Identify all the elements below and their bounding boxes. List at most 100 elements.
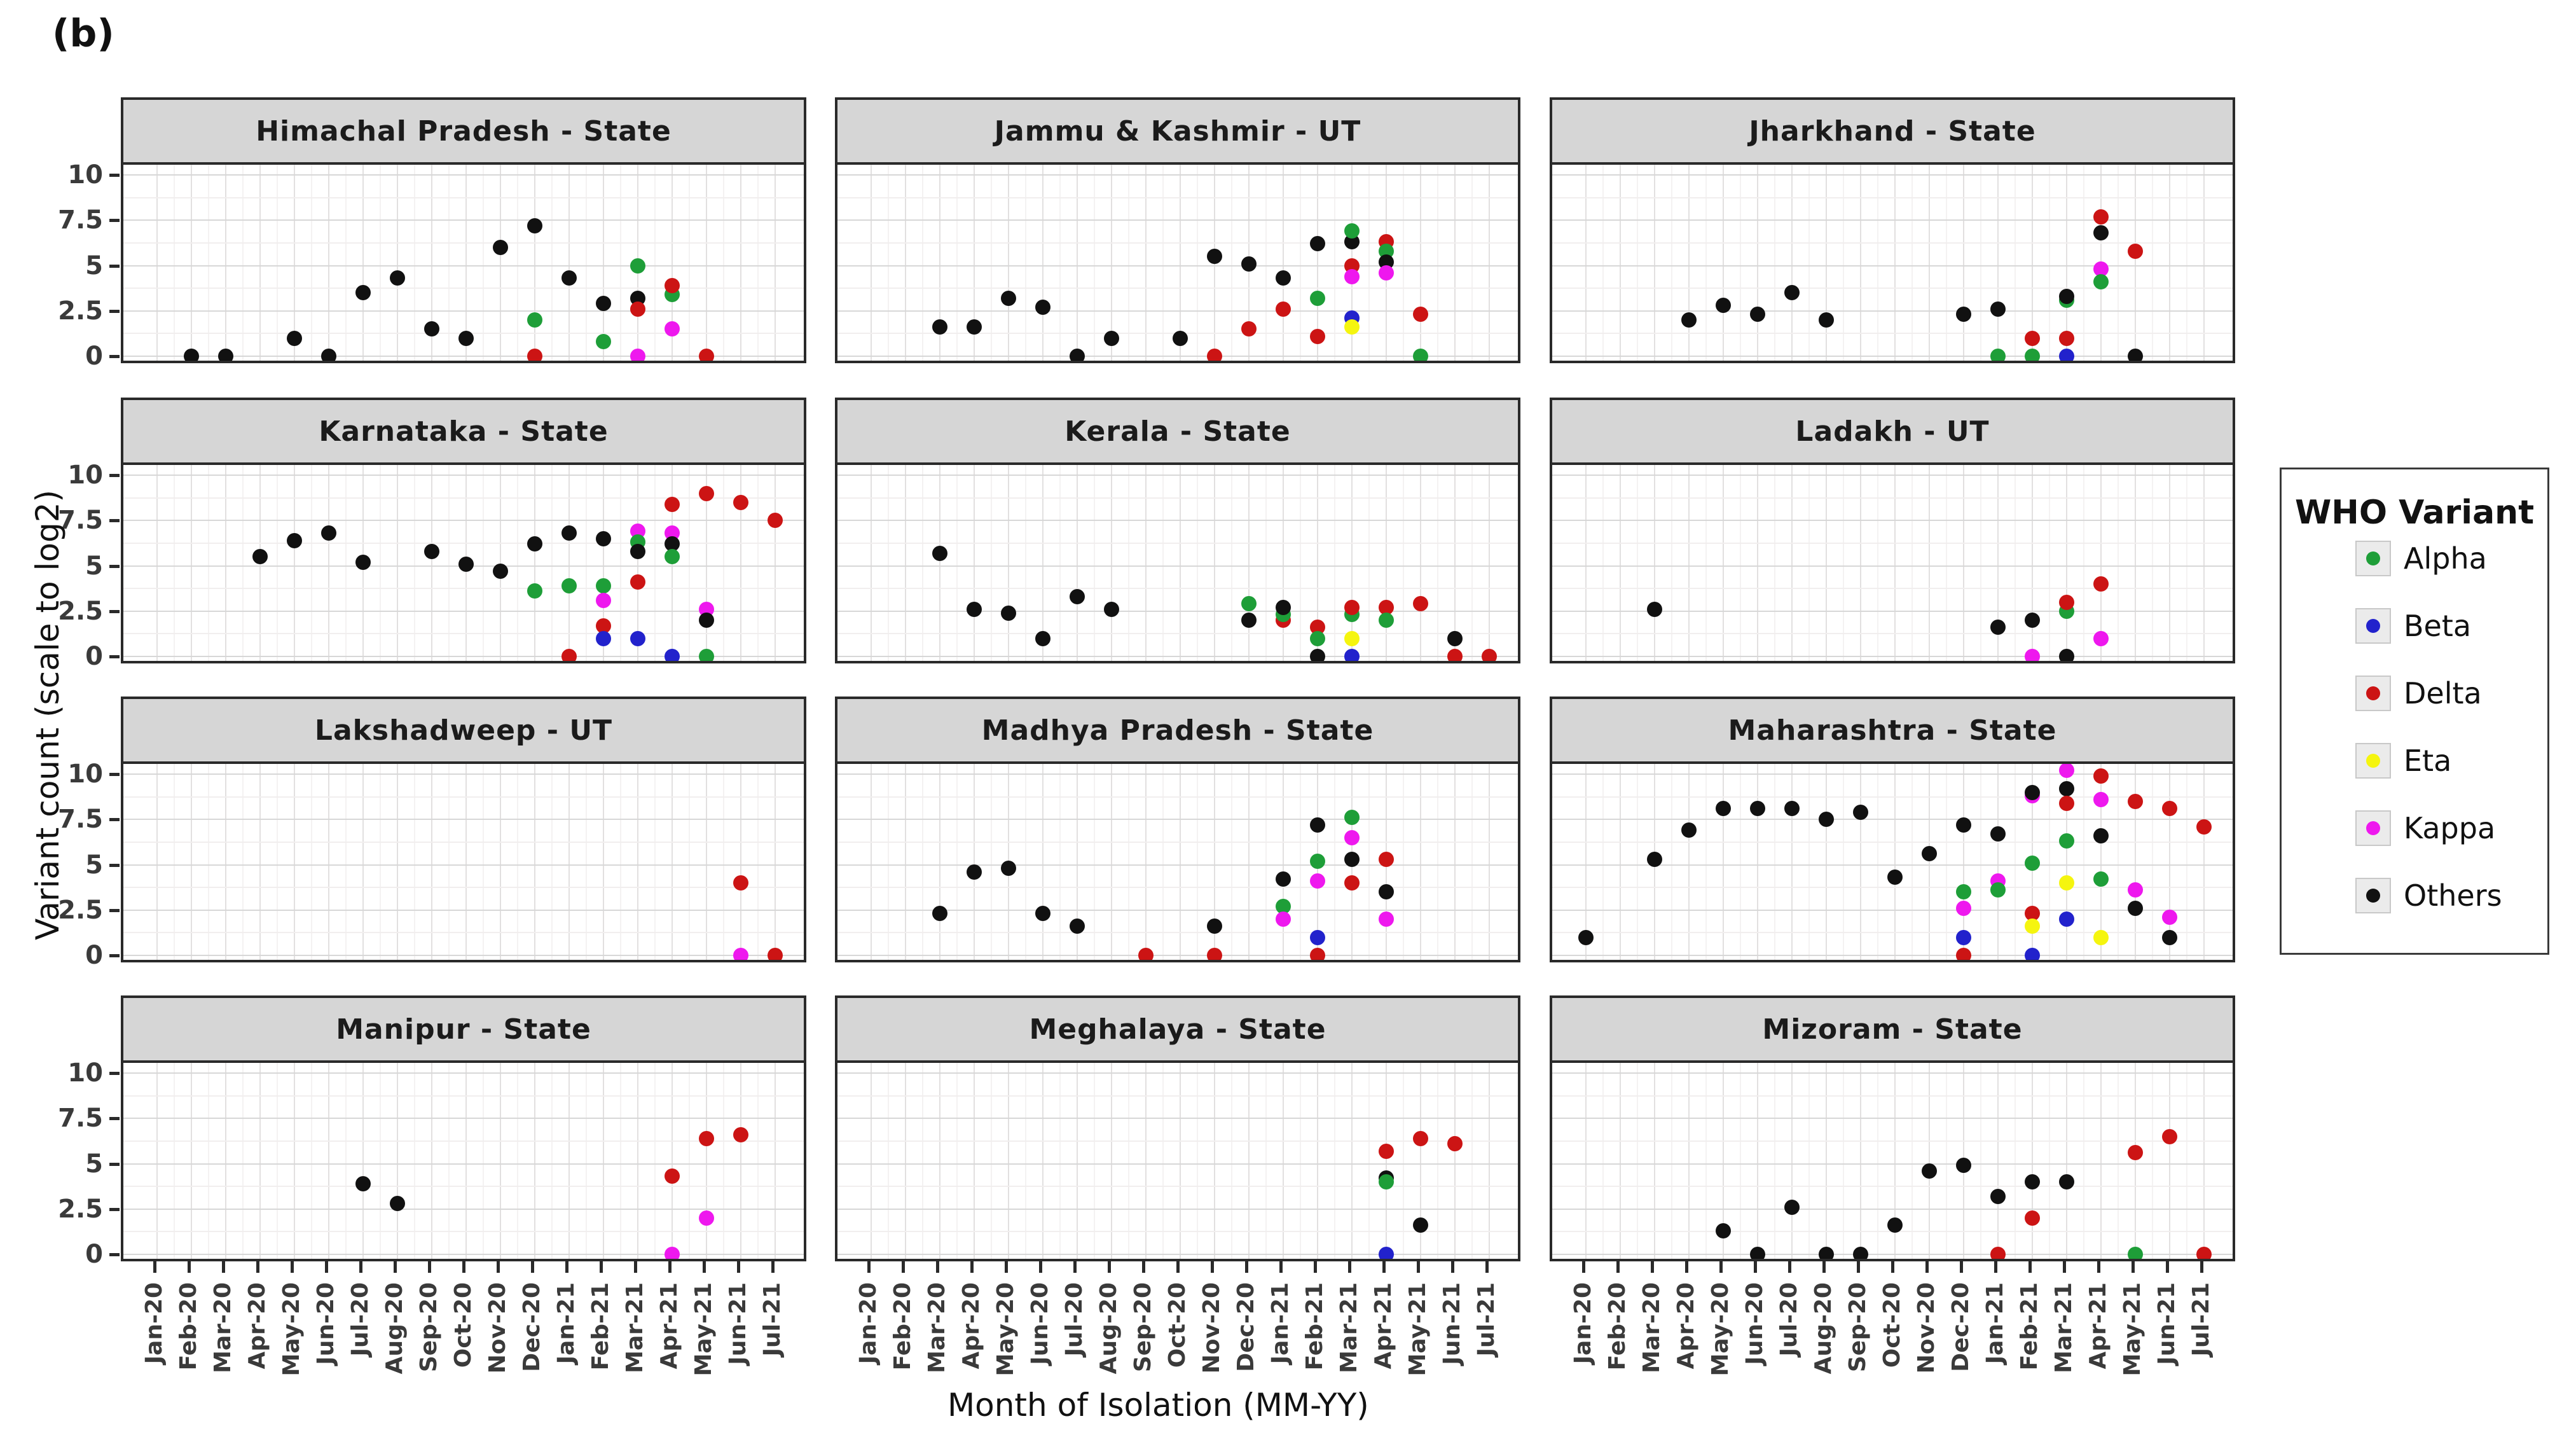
plot-area xyxy=(835,764,1520,962)
x-tick-mark xyxy=(188,1261,191,1273)
data-point xyxy=(1344,649,1360,661)
data-point xyxy=(1310,649,1325,661)
gridline xyxy=(345,165,347,361)
y-tick-label: 2.5 xyxy=(58,296,103,326)
data-point xyxy=(2162,910,2177,926)
gridline xyxy=(1552,197,2233,198)
gridline xyxy=(1351,465,1353,661)
gridline xyxy=(757,764,759,960)
gridline xyxy=(1145,465,1147,661)
gridline xyxy=(1791,764,1793,960)
data-point xyxy=(1035,300,1050,315)
data-point xyxy=(2128,1145,2143,1161)
facet-strip: Himachal Pradesh - State xyxy=(121,97,806,165)
plot-area xyxy=(835,1063,1520,1261)
data-point xyxy=(1104,330,1119,346)
gridline xyxy=(1162,1063,1164,1259)
x-tick-mark xyxy=(1108,1261,1111,1273)
data-point xyxy=(2059,330,2074,346)
x-tick-mark xyxy=(1891,1261,1894,1273)
x-tick-label: Jun-21 xyxy=(725,1282,751,1365)
x-tick-label: May-21 xyxy=(691,1282,717,1376)
data-point xyxy=(1138,948,1154,960)
gridline xyxy=(1774,465,1775,661)
gridline xyxy=(1740,465,1741,661)
gridline xyxy=(1860,1063,1861,1259)
gridline xyxy=(1197,1063,1198,1259)
gridline xyxy=(2015,764,2016,960)
gridline xyxy=(2066,1063,2067,1259)
gridline xyxy=(123,219,804,221)
gridline xyxy=(1894,1063,1896,1259)
gridline xyxy=(837,219,1518,221)
x-tick-mark xyxy=(1005,1261,1008,1273)
data-point xyxy=(1310,817,1325,833)
gridline xyxy=(1929,1063,1930,1259)
y-tick-label: 10 xyxy=(67,759,103,789)
data-point xyxy=(1344,319,1360,335)
gridline xyxy=(465,1063,467,1259)
gridline xyxy=(568,764,570,960)
x-tick-mark xyxy=(600,1261,603,1273)
gridline xyxy=(1042,465,1043,661)
data-point xyxy=(665,321,680,337)
facet-strip: Ladakh - UT xyxy=(1550,398,2235,465)
data-point xyxy=(1482,649,1497,661)
plot-area xyxy=(121,764,806,962)
gridline xyxy=(1860,764,1861,960)
legend-key-box xyxy=(2355,608,2391,644)
gridline xyxy=(1025,1063,1026,1259)
gridline xyxy=(123,633,804,635)
y-tick-label: 0 xyxy=(85,642,103,671)
gridline xyxy=(603,764,604,960)
facet-title: Himachal Pradesh - State xyxy=(256,114,672,148)
gridline xyxy=(1723,764,1724,960)
gridline xyxy=(637,764,638,960)
gridline xyxy=(1894,764,1896,960)
gridline xyxy=(2135,465,2136,661)
gridline xyxy=(2066,764,2067,960)
facet-strip: Mizoram - State xyxy=(1550,995,2235,1063)
data-point xyxy=(630,543,645,559)
gridline xyxy=(156,465,158,661)
gridline xyxy=(956,764,958,960)
data-point xyxy=(287,532,302,548)
y-tick-label: 2.5 xyxy=(58,1194,103,1224)
data-point xyxy=(1001,861,1016,877)
gridline xyxy=(1231,165,1232,361)
gridline xyxy=(922,165,923,361)
data-point xyxy=(1853,1247,1868,1259)
y-tick-mark xyxy=(109,1253,120,1256)
data-point xyxy=(2128,793,2143,809)
gridline xyxy=(1145,1063,1147,1259)
x-tick-label: Oct-20 xyxy=(1879,1282,1905,1368)
x-tick-mark xyxy=(1382,1261,1386,1273)
y-tick-label: 2.5 xyxy=(58,895,103,925)
data-point xyxy=(1647,601,1662,617)
data-point xyxy=(665,496,680,512)
gridline xyxy=(620,1063,621,1259)
x-tick-mark xyxy=(462,1261,465,1273)
facet-title: Lakshadweep - UT xyxy=(314,714,613,747)
gridline xyxy=(123,242,804,244)
legend-label: Alpha xyxy=(2404,541,2487,576)
gridline xyxy=(2083,1063,2084,1259)
x-tick-label: Aug-20 xyxy=(382,1282,408,1375)
eta-legend-dot xyxy=(2366,754,2380,768)
gridline xyxy=(517,1063,518,1259)
data-point xyxy=(630,574,645,590)
gridline xyxy=(1059,165,1061,361)
gridline xyxy=(1077,1063,1078,1259)
gridline xyxy=(225,165,226,361)
gridline xyxy=(1671,1063,1672,1259)
y-tick-label: 5 xyxy=(85,251,103,281)
data-point xyxy=(1344,223,1360,239)
gridline xyxy=(2032,1063,2033,1259)
gridline xyxy=(1620,1063,1621,1259)
x-tick-mark xyxy=(1451,1261,1454,1273)
data-point xyxy=(252,549,268,565)
gridline xyxy=(837,633,1518,635)
x-tick-label: Jul-21 xyxy=(1473,1282,1499,1357)
gridline xyxy=(1671,465,1672,661)
data-point xyxy=(1379,1174,1394,1189)
